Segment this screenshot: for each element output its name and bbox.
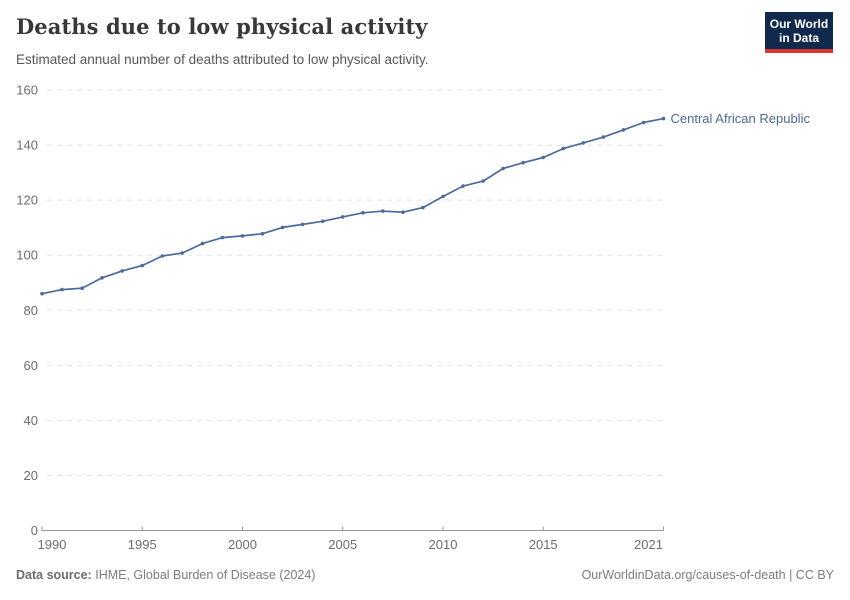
data-point-2007[interactable] (381, 209, 385, 213)
x-tick-label-2000: 2000 (228, 537, 257, 552)
owid-logo-line2: in Data (778, 31, 819, 45)
data-point-1997[interactable] (180, 251, 185, 255)
x-tick-label-2021: 2021 (634, 537, 663, 552)
series-markers (40, 116, 666, 296)
y-axis-labels: 0 20 40 60 80 100 120 140 160 (16, 83, 38, 539)
data-point-2002[interactable] (280, 225, 285, 230)
data-point-2010[interactable] (441, 194, 445, 199)
data-point-1999[interactable] (220, 235, 225, 240)
data-point-1992[interactable] (80, 286, 84, 291)
data-point-2012[interactable] (481, 179, 485, 183)
x-tick-label-2005: 2005 (328, 537, 357, 552)
data-point-2001[interactable] (260, 231, 265, 236)
entity-label[interactable]: Central African Republic (671, 111, 811, 126)
data-point-2003[interactable] (300, 222, 305, 227)
chart-footer: Data source: IHME, Global Burden of Dise… (16, 568, 834, 582)
page-title: Deaths due to low physical activity (16, 14, 428, 39)
y-tick-label-40: 40 (24, 413, 38, 428)
owid-logo[interactable]: Our World in Data (765, 12, 833, 53)
data-point-1995[interactable] (140, 263, 144, 268)
x-axis: 1990 1995 2000 2005 2010 2015 2021 (38, 526, 664, 552)
chart-subtitle: Estimated annual number of deaths attrib… (16, 52, 429, 67)
x-tick-label-2015: 2015 (529, 537, 558, 552)
y-gridlines (47, 89, 665, 476)
data-point-1991[interactable] (60, 287, 64, 292)
data-source-text: IHME, Global Burden of Disease (2024) (95, 568, 316, 582)
data-point-1994[interactable] (120, 269, 124, 273)
y-tick-label-80: 80 (24, 303, 38, 318)
data-point-2019[interactable] (621, 128, 626, 132)
data-point-2015[interactable] (541, 155, 545, 160)
data-point-2006[interactable] (361, 211, 365, 215)
data-point-2011[interactable] (461, 184, 465, 188)
data-point-2017[interactable] (581, 141, 586, 145)
data-point-2004[interactable] (320, 219, 325, 224)
series-line[interactable] (41, 117, 665, 295)
data-point-2005[interactable] (340, 215, 345, 219)
data-point-2016[interactable] (561, 146, 566, 151)
credit-link[interactable]: OurWorldinData.org/causes-of-death | CC … (581, 568, 834, 582)
data-point-2013[interactable] (501, 166, 505, 171)
data-point-2008[interactable] (401, 210, 405, 214)
data-source-label: Data source: (16, 568, 92, 582)
data-point-1990[interactable] (40, 291, 44, 296)
data-point-1993[interactable] (100, 276, 104, 280)
y-tick-label-140: 140 (16, 138, 38, 153)
data-point-2009[interactable] (421, 205, 425, 210)
data-point-2021[interactable] (661, 116, 666, 121)
x-tick-label-2010: 2010 (429, 537, 458, 552)
x-tick-label-1990: 1990 (38, 537, 67, 552)
data-point-2014[interactable] (521, 160, 525, 165)
owid-logo-line1: Our World (769, 17, 829, 31)
data-point-2018[interactable] (601, 135, 606, 139)
data-point-2020[interactable] (641, 120, 646, 125)
x-tick-label-1995: 1995 (128, 537, 157, 552)
y-tick-label-20: 20 (24, 468, 38, 483)
y-tick-label-120: 120 (16, 193, 38, 208)
y-tick-label-100: 100 (16, 248, 38, 263)
data-source: Data source: IHME, Global Burden of Dise… (16, 568, 315, 582)
y-tick-label-60: 60 (24, 358, 38, 373)
data-point-1998[interactable] (200, 241, 205, 246)
y-tick-label-160: 160 (16, 83, 38, 98)
data-point-2000[interactable] (240, 234, 245, 238)
y-tick-label-0: 0 (31, 523, 38, 538)
data-point-1996[interactable] (160, 254, 165, 258)
